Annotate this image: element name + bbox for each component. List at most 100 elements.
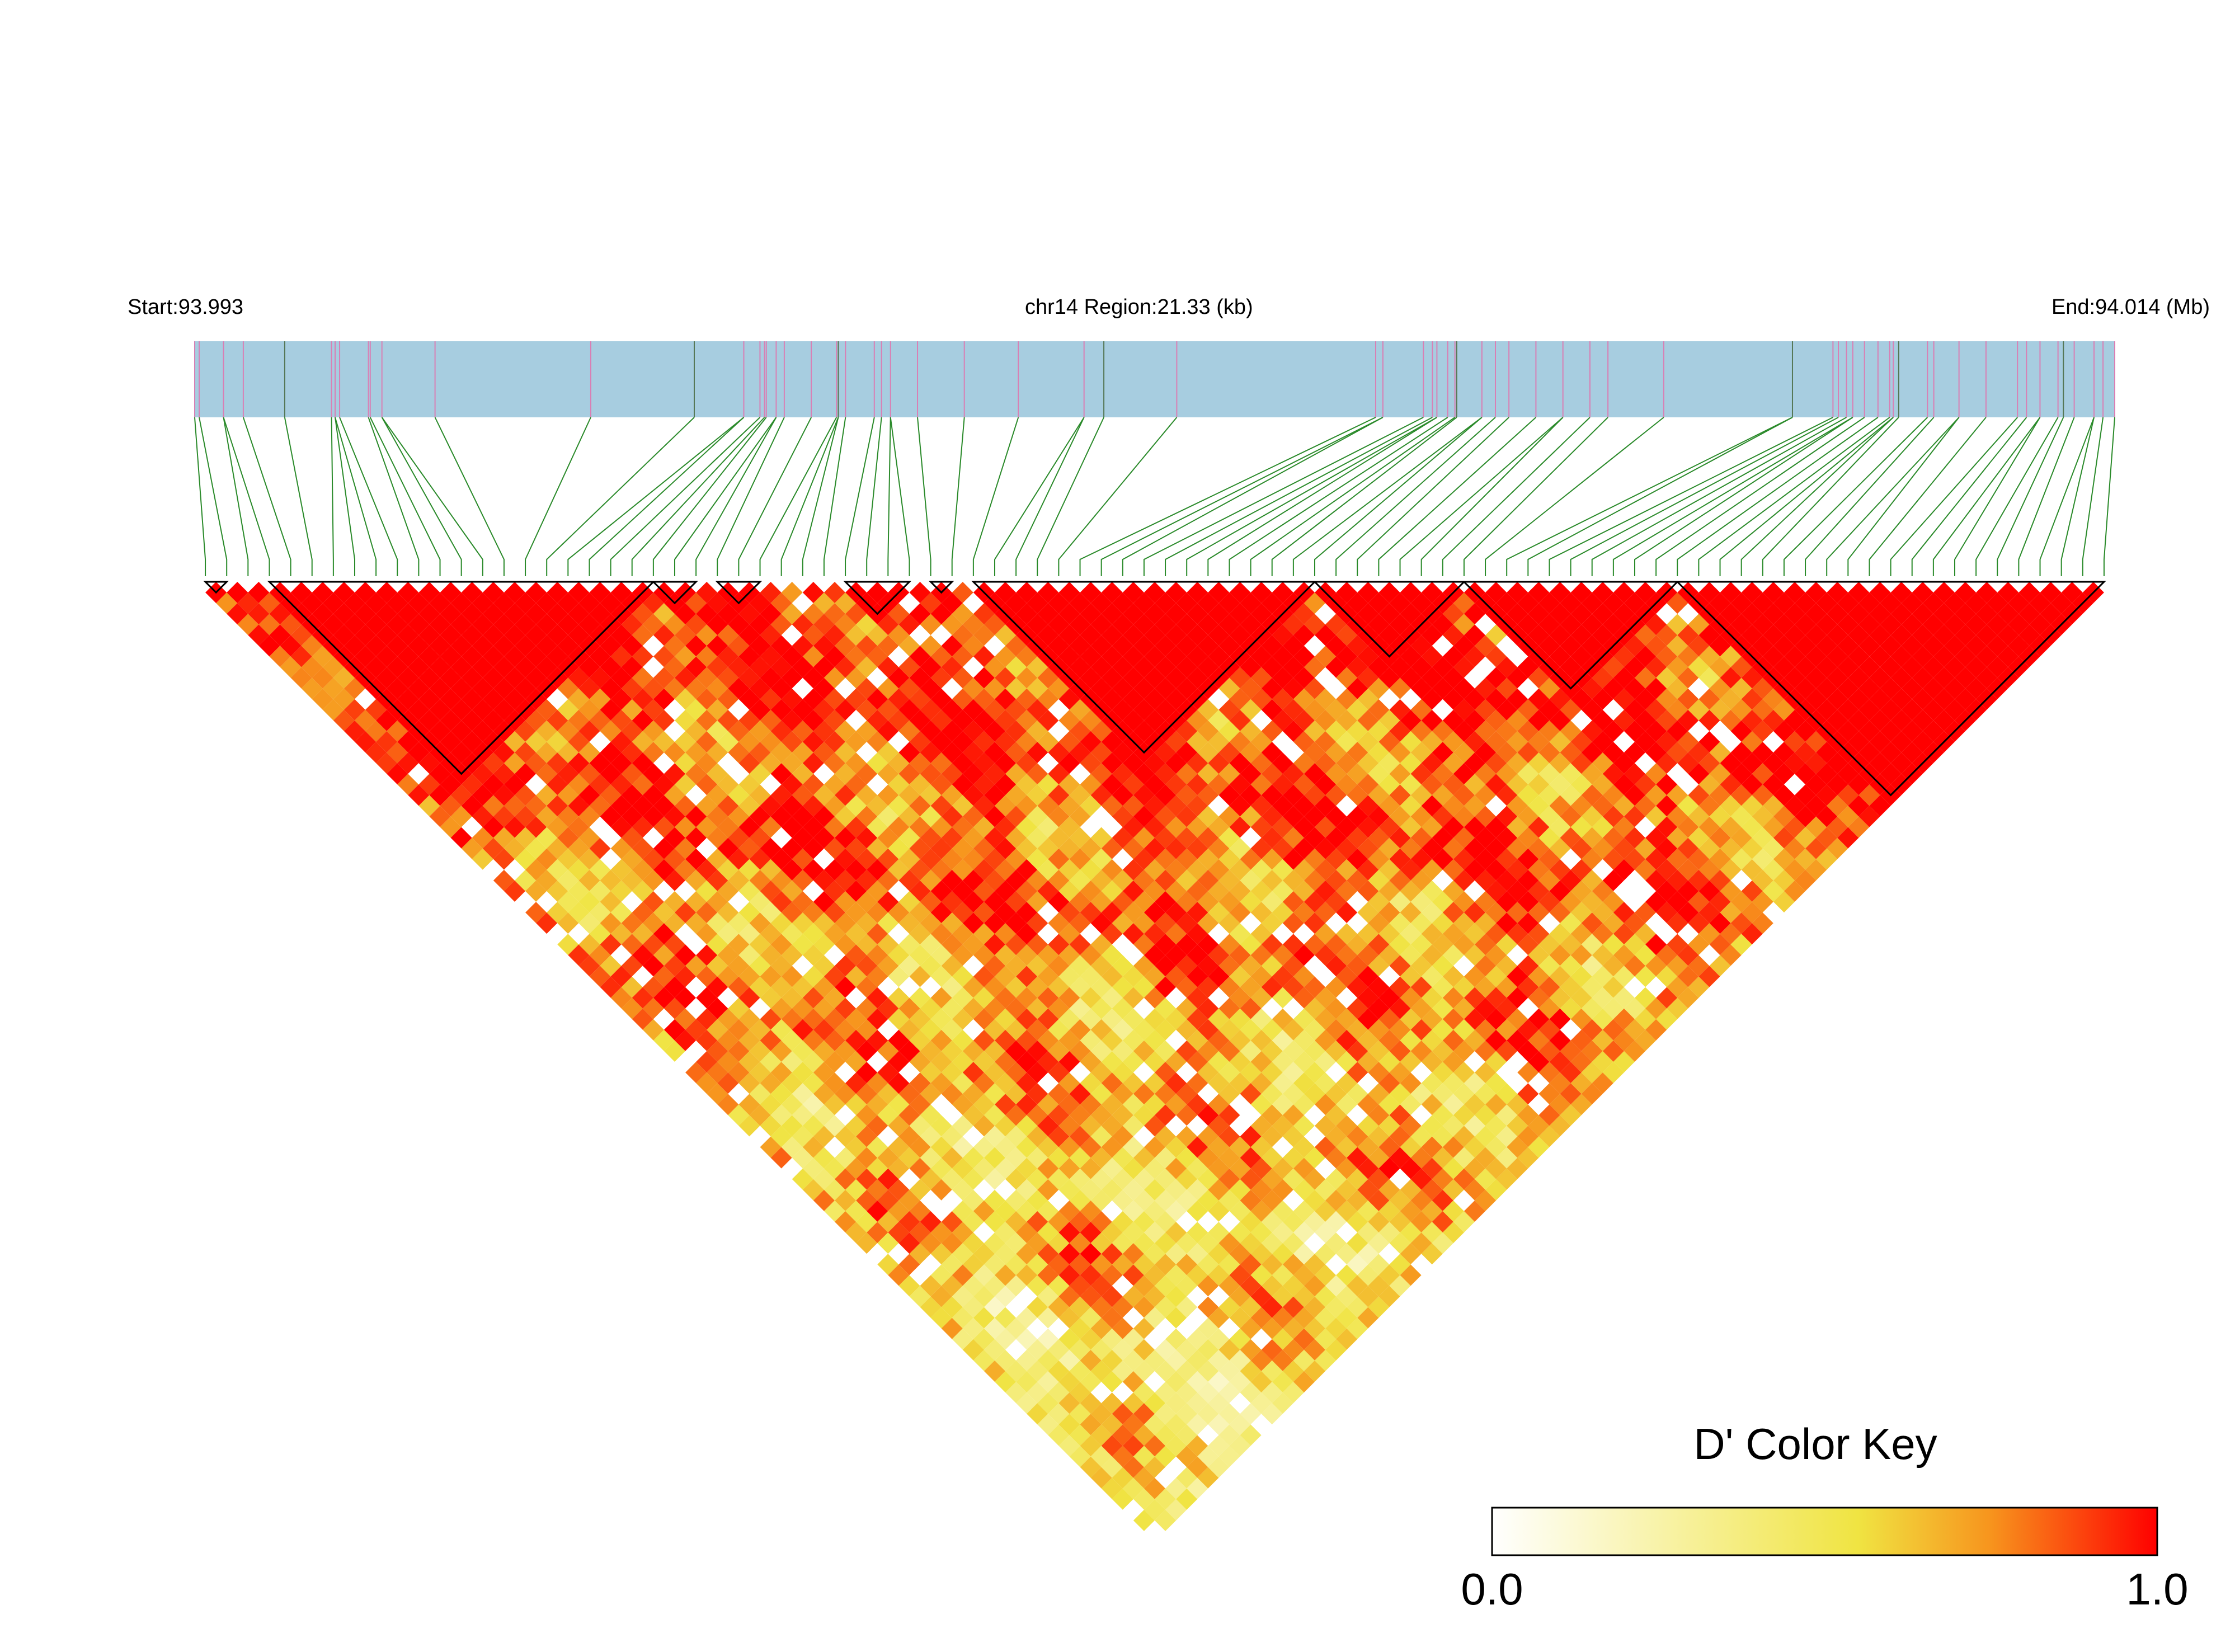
ld-cell — [1549, 731, 1571, 753]
ld-cell — [941, 955, 963, 977]
ld-cell — [1667, 806, 1688, 827]
ld-cell — [1016, 1008, 1038, 1030]
ld-cell — [1208, 1115, 1230, 1137]
ld-cell — [1080, 1435, 1102, 1457]
ld-cell — [1240, 976, 1262, 998]
ld-cell — [898, 1147, 920, 1169]
ld-cell — [1027, 1232, 1048, 1254]
ld-cell — [1165, 902, 1187, 924]
ld-cell — [1336, 709, 1358, 731]
ld-cell — [1197, 976, 1219, 998]
ld-cell — [227, 603, 248, 625]
ld-cell — [1037, 1392, 1059, 1414]
ld-cell — [1165, 1392, 1187, 1414]
ld-cell — [1197, 891, 1219, 913]
ld-cell — [941, 742, 963, 764]
ld-cell — [1090, 1168, 1112, 1190]
ld-cell — [1955, 603, 1977, 625]
ld-cell — [1176, 1424, 1198, 1446]
ld-cell — [1133, 720, 1155, 742]
ld-cell — [1517, 1019, 1539, 1041]
ld-cell — [1197, 592, 1219, 614]
ld-cell — [1250, 1200, 1272, 1222]
ld-cell — [1325, 1019, 1347, 1041]
ld-cell — [1197, 806, 1219, 827]
region-label: chr14 Region:21.33 (kb) — [1025, 295, 1253, 319]
ld-cell — [1709, 720, 1731, 742]
ld-cell — [1261, 677, 1283, 699]
ld-cell — [1400, 1008, 1422, 1030]
ld-cell — [1496, 806, 1518, 827]
ld-cell — [1261, 784, 1283, 806]
ld-cell — [1688, 955, 1710, 977]
ld-cell — [1133, 912, 1155, 934]
ld-cell — [1570, 731, 1592, 753]
ld-cell — [1848, 709, 1870, 731]
ld-cell — [856, 699, 878, 721]
ld-cell — [1058, 1349, 1080, 1371]
ld-cell — [1475, 1019, 1497, 1041]
ld-cell — [1250, 688, 1272, 710]
ld-cell — [1400, 923, 1422, 945]
ld-cell — [1805, 752, 1827, 774]
ld-cell — [1208, 1392, 1230, 1414]
ld-cell — [1528, 667, 1550, 689]
ld-cell — [1282, 656, 1304, 678]
ld-cell — [1016, 1286, 1038, 1307]
ld-cell — [1304, 1126, 1326, 1147]
ld-cell — [1336, 1051, 1358, 1073]
ld-cell — [1197, 1403, 1219, 1425]
ld-cell — [1347, 677, 1368, 699]
ld-cell — [621, 614, 643, 636]
ld-cell — [1421, 902, 1443, 924]
ld-cell — [1475, 976, 1497, 998]
ld-cell — [962, 1168, 984, 1190]
ld-cell — [1656, 646, 1678, 667]
ld-cell — [1187, 1349, 1208, 1371]
ld-cell — [2029, 592, 2051, 614]
ld-cell — [1880, 656, 1902, 678]
ld-cell — [1272, 1008, 1293, 1030]
ld-cell — [1187, 1029, 1208, 1051]
ld-cell — [1187, 1392, 1208, 1414]
ld-cell — [2040, 603, 2062, 625]
ld-cell — [1368, 1147, 1390, 1169]
ld-cell — [1496, 742, 1518, 764]
ld-cell — [1368, 742, 1390, 764]
ld-cell — [1208, 880, 1230, 902]
ld-cell — [1592, 688, 1613, 710]
ld-cell — [1347, 869, 1368, 891]
ld-cell — [1069, 1403, 1091, 1425]
ld-cell — [1997, 582, 2019, 604]
ld-cell — [1442, 1072, 1464, 1094]
ld-cell — [1016, 709, 1038, 731]
ld-cell — [1368, 1275, 1390, 1297]
ld-cell — [1336, 1072, 1358, 1094]
ld-cell — [515, 720, 537, 742]
ld-cell — [1421, 1094, 1443, 1116]
ld-cell — [1944, 699, 1966, 721]
ld-cell — [1656, 624, 1678, 646]
ld-cell — [1389, 592, 1411, 614]
ld-cell — [1027, 1403, 1048, 1425]
ld-cell — [1507, 603, 1528, 625]
ld-cell — [1261, 699, 1283, 721]
ld-cell — [1389, 1019, 1411, 1041]
ld-cell — [1282, 1040, 1304, 1062]
ld-cell — [1442, 880, 1464, 902]
ld-cell — [1528, 987, 1550, 1009]
ld-cell — [1197, 955, 1219, 977]
ld-cell — [1624, 869, 1646, 891]
ld-cell — [1848, 603, 1870, 625]
ld-cell — [1187, 1286, 1208, 1307]
ld-cell — [1421, 1136, 1443, 1158]
ld-cell — [802, 1136, 824, 1158]
ld-cell — [1037, 1179, 1059, 1201]
ld-cell — [1912, 646, 1933, 667]
ld-cell — [867, 1136, 888, 1158]
ld-cell — [1741, 837, 1763, 859]
ld-cell — [1592, 902, 1613, 924]
ld-cell — [1155, 912, 1177, 934]
ld-cell — [1080, 1136, 1102, 1158]
ld-cell — [1709, 955, 1731, 977]
